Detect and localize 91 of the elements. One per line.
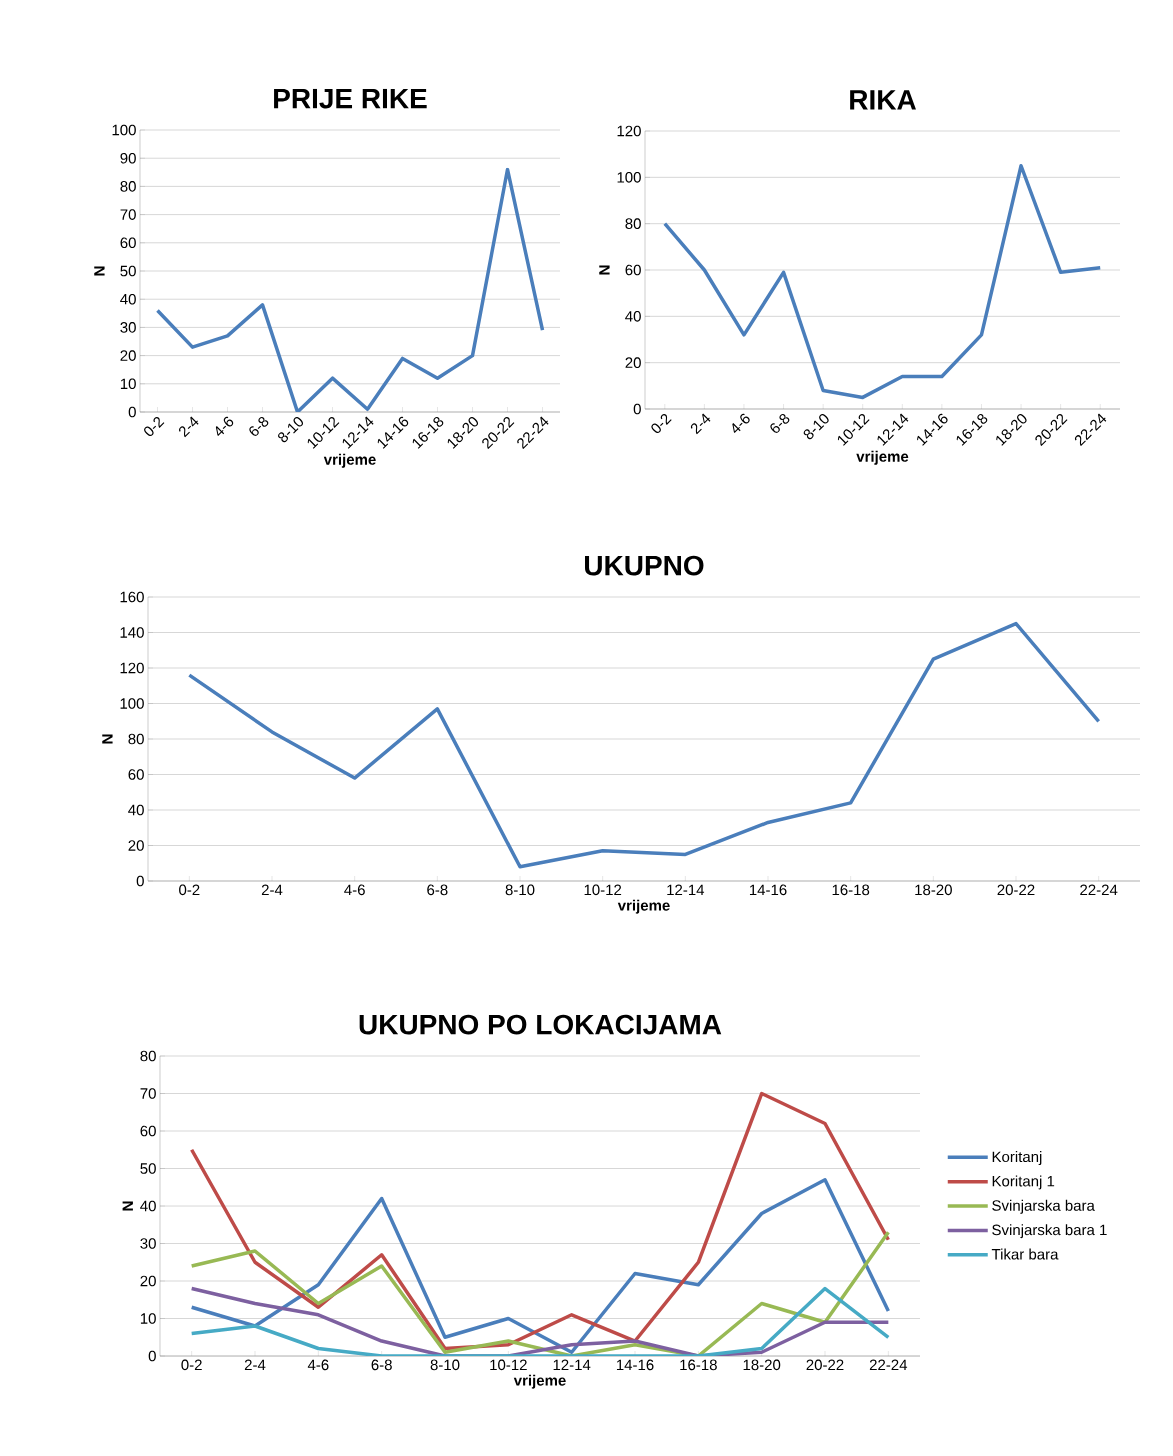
x-tick-label: 4-6 [732,413,750,433]
x-tick-label: 20-22 [997,884,1035,896]
x-tick-label: 6-8 [427,884,448,896]
y-tick-label: 100 [112,124,136,136]
y-axis-title: N [122,1201,133,1211]
y-tick-label: 40 [128,804,144,816]
y-tick-label: 30 [140,1238,156,1249]
x-tick-label: 16-18 [832,884,870,896]
y-tick-label: 90 [120,152,136,164]
y-tick-label: 10 [140,1313,156,1324]
y-tick-label: 80 [625,218,641,229]
y-tick-label: 100 [617,172,641,183]
y-tick-label: 40 [625,311,641,322]
y-tick-label: 80 [128,733,144,745]
line-series [155,167,545,413]
x-tick-label: 10-12 [490,1359,527,1371]
chart-title: UKUPNO [585,555,704,576]
y-tick-label: 0 [148,1350,156,1362]
x-tick-label: 4-6 [344,884,365,896]
y-tick-label: 120 [120,662,144,674]
y-tick-label: 40 [140,1200,156,1212]
y-tick-label: 100 [120,698,144,709]
chart-title: UKUPNO PO LOKACIJAMA [359,1014,722,1035]
x-tick-label: 6-8 [770,413,790,433]
y-tick-label: 120 [617,125,641,137]
y-axis-title: N [599,265,610,275]
x-tick-label: 12-14 [667,884,705,896]
legend-label: Koritanj [992,1151,1042,1166]
x-tick-label: 6-8 [249,416,269,436]
y-tick-label: 0 [128,406,136,418]
y-tick-label: 160 [120,591,144,603]
y-tick-label: 50 [140,1163,156,1174]
x-tick-label: 20-22 [806,1359,844,1371]
y-tick-label: 70 [120,209,136,220]
x-tick-label: 0-2 [179,884,200,896]
x-axis-title: vrijeme [617,899,670,914]
y-tick-label: 140 [120,627,144,638]
x-axis-title: vrijeme [856,450,909,465]
x-tick-label: 12-14 [553,1359,591,1371]
x-axis-title: vrijeme [513,1374,566,1389]
x-axis-title: vrijeme [323,453,376,468]
x-tick-label: 4-6 [215,416,234,436]
line-series [187,621,1101,869]
y-tick-label: 20 [140,1275,156,1287]
y-tick-label: 20 [625,357,641,368]
y-tick-label: 70 [140,1088,156,1099]
x-tick-label: 2-4 [261,884,283,896]
y-tick-label: 20 [128,840,144,851]
y-tick-label: 60 [140,1125,156,1137]
x-tick-label: 6-8 [371,1359,392,1371]
legend-label: Svinjarska bara 1 [992,1224,1107,1239]
y-tick-label: 80 [140,1050,156,1062]
line-series [189,1230,891,1357]
x-tick-label: 10-12 [584,884,622,896]
x-tick-label: 0-2 [181,1359,202,1371]
line-series [663,164,1102,400]
y-tick-label: 20 [120,350,136,361]
x-tick-label: 2-4 [690,413,711,435]
x-tick-label: 4-6 [307,1359,329,1371]
y-tick-label: 60 [128,769,144,780]
y-tick-label: 80 [120,181,136,192]
y-tick-label: 0 [136,875,144,887]
x-tick-label: 0-2 [144,416,165,437]
x-tick-label: 14-16 [749,884,787,896]
chart-title: PRIJE RIKE [274,88,427,109]
x-tick-label: 2-4 [244,1359,266,1371]
legend-label: Tikar bara [991,1248,1059,1260]
x-tick-label: 22-24 [1080,884,1118,896]
x-tick-label: 18-20 [743,1359,781,1371]
line-series [189,1091,891,1351]
x-tick-label: 8-10 [430,1359,460,1371]
y-tick-label: 30 [120,322,136,333]
y-tick-label: 10 [120,378,136,390]
legend-label: Koritanj 1 [992,1175,1055,1190]
y-axis-title: N [102,734,113,744]
x-tick-label: 8-10 [505,884,535,896]
x-tick-label: 0-2 [651,413,672,434]
line-series [189,1178,891,1355]
y-tick-label: 60 [625,264,641,276]
legend-label: Svinjarska bara [992,1199,1095,1214]
x-tick-label: 2-4 [178,416,199,438]
y-tick-label: 60 [120,237,136,249]
y-tick-label: 50 [120,265,136,277]
y-tick-label: 0 [633,403,641,415]
x-tick-label: 16-18 [680,1359,717,1371]
chart-title: RIKA [850,90,916,110]
x-tick-label: 18-20 [915,884,952,896]
x-tick-label: 22-24 [869,1359,908,1371]
y-axis-title: N [94,266,105,276]
x-tick-label: 14-16 [616,1359,654,1371]
y-tick-label: 40 [120,293,136,305]
